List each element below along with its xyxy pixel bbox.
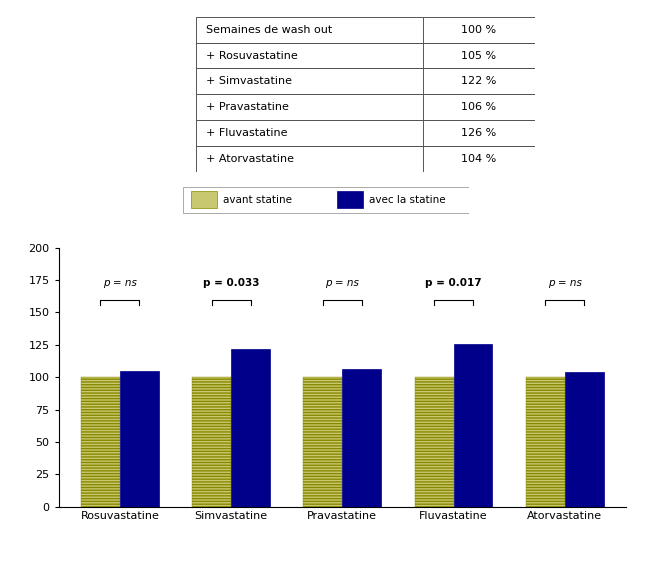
Bar <box>303 377 342 507</box>
Bar <box>565 372 604 507</box>
Text: 105 %: 105 % <box>461 51 496 61</box>
Bar <box>338 191 363 208</box>
Bar <box>191 191 217 208</box>
Bar <box>120 370 159 507</box>
Bar <box>415 377 454 507</box>
Text: 126 %: 126 % <box>461 128 496 138</box>
Text: 104 %: 104 % <box>461 154 496 164</box>
Bar <box>196 94 535 120</box>
Bar <box>196 43 535 69</box>
Text: p = ns: p = ns <box>548 278 582 288</box>
Bar <box>196 17 535 43</box>
Bar <box>196 120 535 146</box>
Text: p = ns: p = ns <box>103 278 137 288</box>
Text: avant statine: avant statine <box>223 195 291 205</box>
Text: avec la statine: avec la statine <box>369 195 446 205</box>
Text: p = 0.033: p = 0.033 <box>203 278 259 288</box>
Text: 100 %: 100 % <box>461 25 496 35</box>
Text: + Simvastatine: + Simvastatine <box>206 77 292 86</box>
Text: + Atorvastatine: + Atorvastatine <box>206 154 294 164</box>
Text: Semaines de wash out: Semaines de wash out <box>206 25 332 35</box>
Bar <box>192 377 231 507</box>
Bar <box>342 369 381 507</box>
Text: 106 %: 106 % <box>461 102 496 112</box>
Text: + Fluvastatine: + Fluvastatine <box>206 128 288 138</box>
Bar <box>526 377 565 507</box>
Text: p = 0.017: p = 0.017 <box>425 278 482 288</box>
Bar <box>196 146 535 172</box>
Text: 122 %: 122 % <box>461 77 496 86</box>
Bar <box>81 377 120 507</box>
Text: p = ns: p = ns <box>325 278 359 288</box>
Text: + Rosuvastatine: + Rosuvastatine <box>206 51 297 61</box>
Bar <box>454 343 492 507</box>
Text: + Pravastatine: + Pravastatine <box>206 102 289 112</box>
Bar <box>231 348 270 507</box>
Bar <box>196 69 535 94</box>
